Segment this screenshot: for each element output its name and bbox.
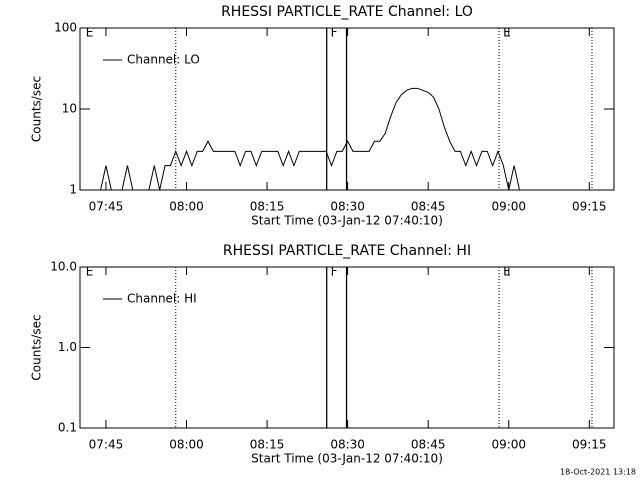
y-tick-label: 1 — [69, 183, 77, 197]
y-tick-label: 100 — [54, 21, 77, 35]
x-tick-label: 08:45 — [411, 438, 446, 452]
chart-title: RHESSI PARTICLE_RATE Channel: HI — [223, 243, 471, 259]
x-tick-label: 08:45 — [411, 200, 446, 214]
x-tick-label: 09:00 — [491, 200, 526, 214]
event-flag: F — [331, 265, 338, 279]
footer: 18-Oct-2021 13:18 — [560, 468, 636, 477]
event-flag: E — [503, 26, 511, 40]
x-tick-label: 08:15 — [250, 200, 285, 214]
legend-label: Channel: HI — [127, 292, 197, 306]
x-tick-label: 08:15 — [250, 438, 285, 452]
x-tick-label: 08:30 — [330, 438, 365, 452]
y-tick-label: 0.1 — [58, 421, 77, 435]
y-axis-label: Counts/sec — [30, 76, 44, 142]
y-tick-label: 10 — [62, 102, 77, 116]
event-flag: E — [86, 265, 94, 279]
y-tick-label: 10.0 — [50, 260, 77, 274]
event-flag: E — [503, 265, 511, 279]
y-tick-label: 1.0 — [58, 340, 77, 354]
event-flag: E — [86, 26, 94, 40]
legend-label: Channel: LO — [127, 53, 200, 67]
y-axis-label: Counts/sec — [30, 314, 44, 380]
x-tick-label: 09:15 — [572, 438, 607, 452]
data-line — [100, 87, 520, 191]
event-flag: F — [331, 26, 338, 40]
x-tick-label: 08:30 — [330, 200, 365, 214]
chart-title: RHESSI PARTICLE_RATE Channel: LO — [221, 4, 473, 20]
x-axis-label: Start Time (03-Jan-12 07:40:10) — [251, 214, 443, 228]
x-tick-label: 09:00 — [491, 438, 526, 452]
x-tick-label: 08:00 — [169, 200, 204, 214]
x-tick-label: 07:45 — [89, 438, 124, 452]
x-axis-label: Start Time (03-Jan-12 07:40:10) — [251, 452, 443, 466]
x-tick-label: 07:45 — [89, 200, 124, 214]
x-tick-label: 08:00 — [169, 438, 204, 452]
x-tick-label: 09:15 — [572, 200, 607, 214]
